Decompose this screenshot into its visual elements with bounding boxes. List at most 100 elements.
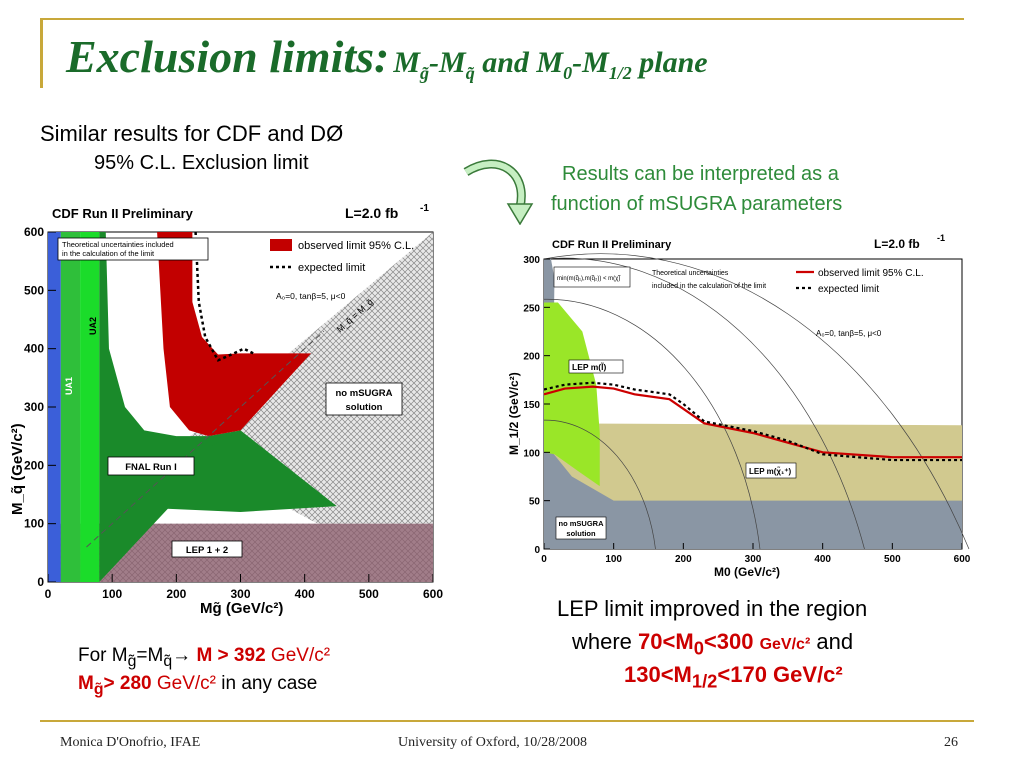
lep-label: LEP 1 + 2 xyxy=(186,545,228,556)
expected-limit-line xyxy=(194,231,254,362)
y-tick-label: 100 xyxy=(523,448,540,459)
diagonal-line xyxy=(86,330,325,548)
legend-box-text: min(m(q̃₁),m(q̃₂)) < m(χ̃) xyxy=(557,276,621,282)
legend-theory-2: included in the calculation of the limit xyxy=(652,283,766,290)
ua2-label: UA2 xyxy=(88,317,98,335)
nosugra-label-1: no mSUGRA xyxy=(336,388,393,399)
x-tick-label: 200 xyxy=(675,554,692,565)
lep-l-box xyxy=(568,359,624,374)
lep-slepton-region xyxy=(544,302,600,487)
expected-limit-line xyxy=(543,381,962,462)
fnal-label: FNAL Run I xyxy=(125,462,177,473)
iso-mass-curve xyxy=(543,298,761,550)
y-axis-label: M_q̃ (GeV/c²) xyxy=(9,423,26,515)
legend-expected-label: expected limit xyxy=(298,262,365,274)
subtitle-line2: 95% C.L. Exclusion limit xyxy=(94,152,309,174)
x-axis-label: Mg̃ (GeV/c²) xyxy=(200,600,283,617)
nosugra-label-box xyxy=(325,382,403,416)
lep-l-label: LEP m(l̃) xyxy=(572,361,606,372)
chart-header-left: CDF Run II Preliminary xyxy=(52,206,194,221)
region-observed xyxy=(157,232,312,437)
region-ua2 xyxy=(60,232,81,582)
lep-chi-label: LEP m(χ̃₁⁺) xyxy=(749,467,792,476)
legend-observed-label: observed limit 95% C.L. xyxy=(818,268,924,279)
x-tick-label: 0 xyxy=(541,554,547,565)
fnal-label-box xyxy=(107,456,195,476)
for-text-line1: For Mg̃=Mq̃→ M > 392 GeV/c² xyxy=(78,645,331,670)
right-note-line1: Results can be interpreted as a xyxy=(562,163,839,185)
y-tick-label: 0 xyxy=(37,575,44,589)
legend-box xyxy=(553,266,631,288)
right-note-line2: function of mSUGRA parameters xyxy=(551,193,843,215)
chart-header-sup: -1 xyxy=(937,233,945,243)
chart-header-sup: -1 xyxy=(420,203,429,214)
y-tick-label: 400 xyxy=(24,342,44,356)
lep-chi-box xyxy=(745,462,797,479)
lep-text-line1: LEP limit improved in the region xyxy=(557,596,868,621)
y-axis-label: M_1/2 (GeV/c²) xyxy=(507,372,521,455)
y-tick-label: 50 xyxy=(529,497,541,508)
x-tick-label: 400 xyxy=(814,554,831,565)
y-tick-label: 200 xyxy=(523,352,540,363)
y-tick-label: 300 xyxy=(523,255,540,266)
x-tick-label: 500 xyxy=(884,554,901,565)
x-axis-label: M0 (GeV/c²) xyxy=(714,565,780,579)
chart-header-left: CDF Run II Preliminary xyxy=(552,239,672,251)
x-tick-label: 300 xyxy=(230,587,250,601)
frame-top-line xyxy=(40,18,964,20)
lep-label-box xyxy=(171,540,243,558)
legend-observed-label: observed limit 95% C.L. xyxy=(298,240,414,252)
lep-text-line2: where 70<M0<300 GeV/c² and xyxy=(572,629,854,659)
legend-box-line2: in the calculation of the limit xyxy=(62,249,155,258)
y-tick-label: 250 xyxy=(523,303,540,314)
ua1-label: UA1 xyxy=(64,377,74,395)
right-chart: 0 100 200 300 400 500 600 0 50 100 150 200 250 300 CDF… xyxy=(507,233,971,579)
y-tick-label: 200 xyxy=(24,458,44,472)
x-tick-label: 0 xyxy=(45,587,52,601)
legend-box-line1: Theoretical uncertainties included xyxy=(62,240,174,249)
legend-observed-swatch xyxy=(270,239,292,251)
x-tick-label: 200 xyxy=(166,587,186,601)
lep-text-line3: 130<M1/2<170 GeV/c² xyxy=(624,662,843,692)
y-tick-label: 500 xyxy=(24,283,44,297)
iso-mass-curve xyxy=(543,253,970,550)
region-fnal-ext xyxy=(108,430,337,512)
x-tick-label: 400 xyxy=(295,587,315,601)
title-main: Exclusion limits: xyxy=(66,31,390,82)
x-tick-label: 600 xyxy=(423,587,443,601)
x-tick-label: 100 xyxy=(605,554,622,565)
footer-line xyxy=(40,720,974,722)
nosugra-label-2: solution xyxy=(346,402,383,413)
footer-page-number: 26 xyxy=(944,735,958,750)
nosugra-label-1: no mSUGRA xyxy=(559,519,605,528)
x-tick-label: 100 xyxy=(102,587,122,601)
x-tick-label: 500 xyxy=(359,587,379,601)
chart-header-right: L=2.0 fb xyxy=(874,237,920,251)
legend-box xyxy=(57,237,209,261)
nosugra-label-2: solution xyxy=(566,529,596,538)
iso-mass-curve xyxy=(543,419,656,550)
subtitle-line1: Similar results for CDF and DØ xyxy=(40,121,344,146)
y-tick-label: 0 xyxy=(534,545,540,556)
chart-header-right: L=2.0 fb xyxy=(345,205,398,221)
y-tick-label: 150 xyxy=(523,400,540,411)
legend-theory-1: Theoretical uncertainties xyxy=(652,270,729,277)
nosugra-box xyxy=(555,516,607,540)
curved-arrow-icon xyxy=(463,159,534,226)
y-tick-label: 100 xyxy=(24,517,44,531)
left-chart-panel: 0 100 200 300 400 500 600 0 100 200 300 400 500 600 CD… xyxy=(0,185,482,630)
legend-params: A₀=0, tanβ=5, μ<0 xyxy=(816,329,882,338)
y-tick-label: 600 xyxy=(24,225,44,239)
footer-center: University of Oxford, 10/28/2008 xyxy=(398,735,587,750)
iso-mass-curve xyxy=(543,257,865,550)
frame-accent xyxy=(40,18,43,88)
observed-limit-line xyxy=(543,385,962,459)
x-tick-label: 300 xyxy=(745,554,762,565)
right-chart-panel: 0 100 200 300 400 500 600 0 50 100 150 200 250 300 CDF… xyxy=(494,225,986,585)
y-tick-label: 300 xyxy=(24,400,44,414)
legend-params: A₀=0, tanβ=5, μ<0 xyxy=(276,291,346,301)
for-text-line2: Mg̃> 280 GeV/c² in any case xyxy=(78,673,318,698)
slide-title: Exclusion limits: Mg̃-Mq̃ and M0-M1/2 pl… xyxy=(66,31,708,83)
x-tick-label: 600 xyxy=(954,554,971,565)
legend-expected-label: expected limit xyxy=(818,284,879,295)
